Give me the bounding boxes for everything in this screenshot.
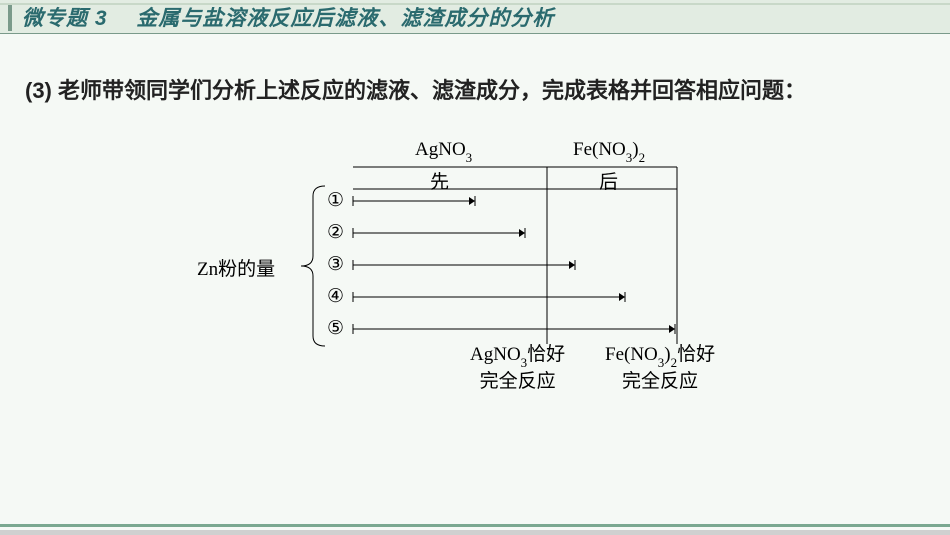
- row-num-2: ②: [327, 221, 344, 244]
- label-hou: 后: [599, 167, 621, 194]
- bottom-left-l1: AgNO3恰好: [470, 344, 565, 365]
- row-num-5: ⑤: [327, 317, 344, 340]
- row-num-4: ④: [327, 285, 344, 308]
- bottom-gray-line: [0, 530, 950, 535]
- row-num-3: ③: [327, 253, 344, 276]
- question-body: 老师带领同学们分析上述反应的滤液、滤渣成分，完成表格并回答相应问题：: [58, 78, 806, 103]
- label-xian: 先: [430, 167, 452, 194]
- header-bar: 微专题 3 金属与盐溶液反应后滤液、滤渣成分的分析: [0, 0, 950, 34]
- diagram: AgNO3 Fe(NO3)2 先 后 Zn粉的量 ① ② ③ ④ ⑤ AgNO3…: [185, 131, 765, 411]
- bottom-right-l2: 完全反应: [622, 371, 698, 392]
- bottom-right-label: Fe(NO3)2恰好 完全反应: [605, 343, 715, 394]
- header-title: 微专题 3 金属与盐溶液反应后滤液、滤渣成分的分析: [22, 2, 554, 32]
- question-prefix: (3): [25, 78, 52, 103]
- label-feno32: Fe(NO3)2: [573, 139, 645, 164]
- bottom-green-line: [0, 524, 950, 527]
- bottom-right-l1: Fe(NO3)2恰好: [605, 344, 715, 365]
- content-area: (3) 老师带领同学们分析上述反应的滤液、滤渣成分，完成表格并回答相应问题： A…: [0, 34, 950, 411]
- row-num-1: ①: [327, 189, 344, 212]
- label-agno3: AgNO3: [415, 139, 472, 164]
- label-zn: Zn粉的量: [197, 254, 275, 281]
- bottom-left-label: AgNO3恰好 完全反应: [470, 343, 565, 394]
- bottom-left-l2: 完全反应: [480, 371, 556, 392]
- header-divider: [8, 3, 12, 31]
- question-text: (3) 老师带领同学们分析上述反应的滤液、滤渣成分，完成表格并回答相应问题：: [25, 69, 925, 113]
- bottom-bar: [0, 521, 950, 535]
- top-thin-line: [0, 3, 950, 5]
